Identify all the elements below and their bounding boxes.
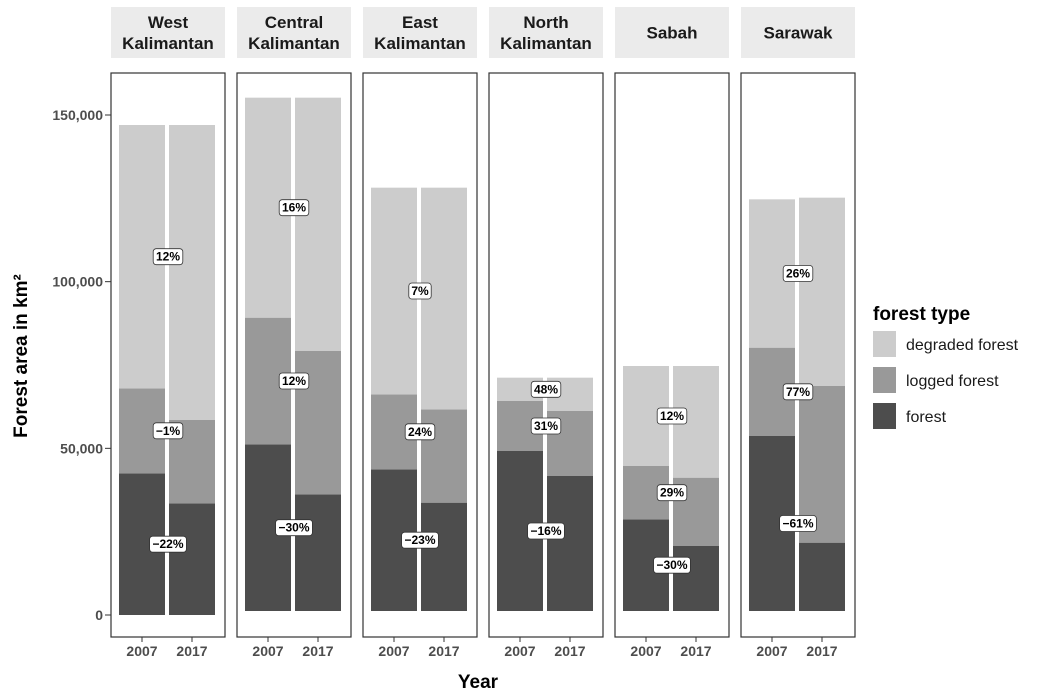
facet-panel-north-kalimantan — [488, 72, 604, 638]
facet-title-west-kalimantan: Kalimantan — [122, 34, 214, 53]
facet-title-east-kalimantan: East — [402, 13, 438, 32]
change-label-box — [782, 265, 814, 282]
x-tick-label: 2007 — [126, 643, 157, 659]
facet-panel-sabah — [614, 72, 730, 638]
change-label-central-kalimantan-logged-forest: 12% — [282, 374, 306, 388]
x-tick-label: 2007 — [630, 643, 661, 659]
facet-title-central-kalimantan: Central — [265, 13, 324, 32]
bar-sarawak-2017-forest — [799, 542, 845, 611]
facet-strip-west-kalimantan — [111, 7, 225, 58]
change-label-box — [401, 531, 439, 549]
legend-label-forest: forest — [906, 409, 947, 426]
facet-title-north-kalimantan: Kalimantan — [500, 34, 592, 53]
change-label-west-kalimantan-logged-forest: −1% — [156, 424, 181, 438]
facet-title-north-kalimantan: North — [523, 13, 568, 32]
change-label-box — [404, 423, 436, 441]
bar-central-kalimantan-2017-degraded-forest — [295, 97, 341, 352]
x-tick-label: 2017 — [302, 643, 333, 659]
change-label-box — [530, 417, 562, 435]
facet-title-sarawak: Sarawak — [764, 24, 834, 43]
facet-strip-central-kalimantan — [237, 7, 351, 58]
facet-title-west-kalimantan: West — [148, 13, 189, 32]
x-tick-label: 2007 — [378, 643, 409, 659]
bar-sarawak-2017-degraded-forest — [799, 197, 845, 386]
bar-west-kalimantan-2017-forest — [169, 503, 215, 615]
facet-panel-west-kalimantan — [110, 72, 226, 638]
change-label-box — [527, 522, 565, 540]
legend-key-logged-forest — [873, 367, 896, 393]
bar-central-kalimantan-2017-logged-forest — [295, 351, 341, 495]
facet-strip-sarawak — [741, 7, 855, 58]
y-tick-label: 0 — [95, 607, 103, 623]
facet-panel-central-kalimantan — [236, 72, 352, 638]
change-label-box — [656, 407, 688, 425]
change-label-sarawak-forest: −61% — [782, 517, 813, 531]
bar-central-kalimantan-2017-forest — [295, 494, 341, 611]
facet-title-sabah: Sabah — [646, 24, 697, 43]
facet-strip-east-kalimantan — [363, 7, 477, 58]
change-label-box — [779, 515, 817, 532]
change-label-box — [782, 383, 814, 401]
y-tick-label: 50,000 — [60, 440, 103, 456]
change-label-central-kalimantan-degraded-forest: 16% — [282, 201, 306, 215]
y-tick-label: 150,000 — [52, 107, 103, 123]
change-label-box — [275, 519, 313, 537]
facet-title-east-kalimantan: Kalimantan — [374, 34, 466, 53]
x-tick-label: 2007 — [504, 643, 535, 659]
change-label-west-kalimantan-forest: −22% — [152, 537, 183, 551]
change-label-west-kalimantan-degraded-forest: 12% — [156, 250, 180, 264]
bar-sabah-2017-forest — [673, 546, 719, 611]
bar-west-kalimantan-2017-degraded-forest — [169, 125, 215, 420]
facet-strip-north-kalimantan — [489, 7, 603, 58]
change-label-box — [152, 422, 184, 440]
x-tick-label: 2017 — [554, 643, 585, 659]
x-tick-label: 2007 — [756, 643, 787, 659]
change-label-east-kalimantan-degraded-forest: 7% — [411, 284, 429, 298]
legend-label-degraded-forest: degraded forest — [906, 337, 1019, 354]
facet-title-central-kalimantan: Kalimantan — [248, 34, 340, 53]
change-label-sabah-forest: −30% — [656, 558, 687, 572]
change-label-central-kalimantan-forest: −30% — [278, 521, 309, 535]
change-label-east-kalimantan-forest: −23% — [404, 533, 435, 547]
legend-key-degraded-forest — [873, 331, 896, 357]
change-label-sabah-logged-forest: 29% — [660, 486, 684, 500]
change-label-box — [530, 380, 562, 398]
bar-east-kalimantan-2017-forest — [421, 502, 467, 611]
change-label-box — [278, 372, 310, 390]
facet-panel-sarawak — [740, 72, 856, 638]
change-label-north-kalimantan-logged-forest: 31% — [534, 419, 558, 433]
x-tick-label: 2017 — [806, 643, 837, 659]
x-tick-label: 2017 — [176, 643, 207, 659]
legend-key-forest — [873, 403, 896, 429]
change-label-box — [408, 282, 432, 300]
bar-north-kalimantan-2017-forest — [547, 476, 593, 611]
legend-title: forest type — [873, 304, 970, 325]
change-label-north-kalimantan-degraded-forest: 48% — [534, 382, 558, 396]
y-axis-title: Forest area in km² — [11, 274, 32, 438]
x-tick-label: 2017 — [428, 643, 459, 659]
bar-east-kalimantan-2017-logged-forest — [421, 409, 467, 503]
change-label-box — [656, 484, 688, 502]
x-tick-label: 2017 — [680, 643, 711, 659]
change-label-box — [149, 535, 187, 553]
change-label-box — [278, 199, 310, 217]
change-label-sarawak-logged-forest: 77% — [786, 385, 810, 399]
change-label-box — [152, 248, 184, 266]
facet-strip-sabah — [615, 7, 729, 58]
x-tick-label: 2007 — [252, 643, 283, 659]
change-label-north-kalimantan-forest: −16% — [530, 524, 561, 538]
change-label-box — [653, 556, 691, 574]
change-label-sarawak-degraded-forest: 26% — [786, 267, 810, 281]
change-label-east-kalimantan-logged-forest: 24% — [408, 425, 432, 439]
facet-panel-east-kalimantan — [362, 72, 478, 638]
legend-label-logged-forest: logged forest — [906, 373, 999, 390]
x-axis-title: Year — [458, 672, 499, 693]
change-label-sabah-degraded-forest: 12% — [660, 409, 684, 423]
y-tick-label: 100,000 — [52, 274, 103, 290]
